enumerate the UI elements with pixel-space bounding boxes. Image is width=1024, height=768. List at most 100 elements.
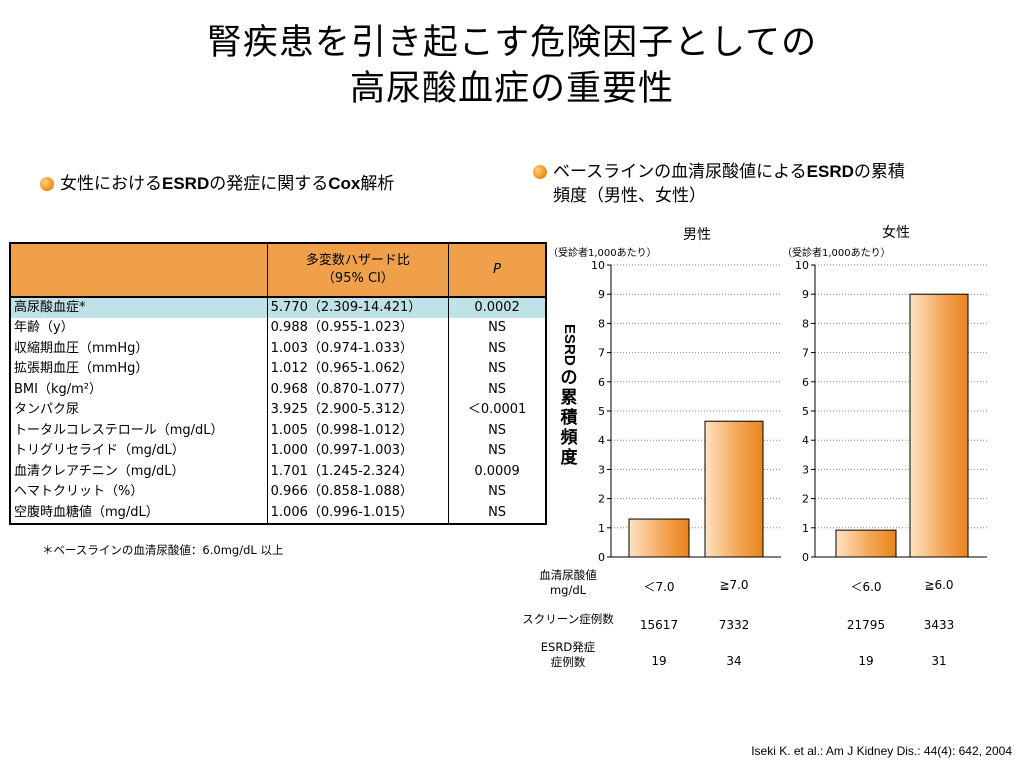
right-heading: ベースラインの血清尿酸値によるESRDの累積 頻度（男性、女性）: [533, 160, 905, 208]
slide-title-line1: 腎疾患を引き起こす危険因子としての: [206, 23, 818, 63]
unit-note-male: （受診者1,000あたり）: [548, 248, 657, 259]
category-label: ≧6.0: [924, 578, 954, 592]
y-tick-label: 5: [598, 405, 605, 418]
row-label: ヘマトクリット（%）: [10, 482, 268, 503]
row-label: 空腹時血糖値（mg/dL）: [10, 502, 268, 524]
table-row: BMI（kg/m²） 0.968（0.870-1.077） NS: [10, 379, 546, 400]
row-label-esrd: ESRD発症 症例数: [540, 640, 596, 669]
row-label: 高尿酸血症*: [10, 296, 268, 318]
esrd-count: 31: [931, 654, 947, 668]
y-tick-label: 8: [802, 317, 809, 330]
row-p-value: NS: [488, 381, 507, 397]
row-hazard-ratio: 1.003（0.974-1.033）: [267, 338, 450, 359]
row-label: 年齢（y）: [10, 318, 268, 339]
left-heading-text: 女性におけるESRDの発症に関するCox解析: [60, 174, 395, 194]
row-p-value: 0.0002: [448, 296, 546, 318]
bar: [835, 529, 897, 558]
chart-title-female: 女性: [882, 225, 910, 241]
row-hazard-ratio: 5.770（2.309-14.421）: [267, 296, 450, 318]
table-row: 年齢（y） 0.988（0.955-1.023） NS: [10, 318, 546, 339]
hazard-ratio-table: 多変数ハザード比 （95% CI） P 高尿酸血症* 5.770（2.309-14.…: [9, 242, 547, 525]
y-tick-label: 5: [802, 405, 809, 418]
table-row: 収縮期血圧（mmHg） 1.003（0.974-1.033） NS: [10, 338, 546, 359]
bar: [704, 420, 764, 558]
category-label: ≧7.0: [719, 578, 749, 592]
row-p-value: ＜0.0001: [467, 402, 527, 418]
y-tick-label: 10: [591, 259, 605, 272]
slide-title: 腎疾患を引き起こす危険因子としての 高尿酸血症の重要性: [0, 20, 1024, 112]
row-hazard-ratio: 1.000（0.997-1.003）: [267, 441, 450, 462]
table-header-p: P: [448, 242, 547, 298]
y-tick-label: 4: [598, 434, 605, 447]
category-label: ＜7.0: [643, 580, 675, 594]
bullet-icon: [533, 165, 547, 179]
y-tick-label: 10: [795, 259, 809, 272]
row-p-value: NS: [488, 443, 507, 459]
y-axis-label: ESRD の累積頻度: [560, 324, 579, 468]
left-heading: 女性におけるESRDの発症に関するCox解析: [40, 172, 394, 196]
row-p-value: NS: [488, 361, 507, 377]
row-p-value: NS: [488, 320, 507, 336]
row-hazard-ratio: 3.925（2.900-5.312）: [267, 400, 450, 421]
row-hazard-ratio: 0.966（0.858-1.088）: [267, 482, 450, 503]
y-tick-label: 8: [598, 317, 605, 330]
y-tick-label: 6: [598, 376, 605, 389]
row-label: トータルコレステロール（mg/dL）: [10, 420, 268, 441]
row-label-screened: スクリーン症例数: [522, 612, 614, 626]
row-label: BMI（kg/m²）: [10, 379, 268, 400]
row-label: タンパク尿: [10, 400, 268, 421]
row-p-value: 0.0009: [474, 463, 520, 479]
row-p-value: NS: [488, 504, 507, 520]
y-tick-label: 3: [598, 463, 605, 476]
y-tick-label: 4: [802, 434, 809, 447]
y-tick-label: 9: [802, 288, 809, 301]
bar: [909, 293, 969, 558]
table-row: 血清クレアチニン（mg/dL） 1.701（1.245-2.324） 0.0009: [10, 461, 546, 482]
row-hazard-ratio: 1.012（0.965-1.062）: [267, 359, 450, 380]
y-tick-label: 0: [598, 551, 605, 564]
row-hazard-ratio: 1.701（1.245-2.324）: [267, 461, 450, 482]
y-tick-label: 7: [802, 347, 809, 360]
y-tick-label: 1: [598, 522, 605, 535]
table-row: 空腹時血糖値（mg/dL） 1.006（0.996-1.015） NS: [10, 502, 546, 524]
screened-count: 15617: [639, 618, 679, 632]
screened-count: 3433: [923, 618, 955, 632]
row-p-value: NS: [488, 484, 507, 500]
y-tick-label: 0: [802, 551, 809, 564]
y-tick-label: 2: [598, 493, 605, 506]
row-p-value: NS: [488, 340, 507, 356]
table-header-hr: 多変数ハザード比 （95% CI）: [266, 242, 450, 298]
esrd-count: 19: [858, 654, 874, 668]
screened-count: 7332: [718, 618, 750, 632]
row-label: 拡張期血圧（mmHg）: [10, 359, 268, 380]
table-row: トリグリセライド（mg/dL） 1.000（0.997-1.003） NS: [10, 441, 546, 462]
citation: Iseki K. et al.: Am J Kidney Dis.: 44(4)…: [751, 744, 1012, 758]
esrd-count: 19: [651, 654, 667, 668]
table-row: 高尿酸血症* 5.770（2.309-14.421） 0.0002: [10, 296, 546, 318]
row-p-value: NS: [488, 422, 507, 438]
footnote: ＊ベースラインの血清尿酸値：6.0mg/dL 以上: [42, 543, 284, 557]
row-hazard-ratio: 1.006（0.996-1.015）: [267, 502, 450, 524]
row-label-uric: 血清尿酸値 mg/dL: [539, 568, 597, 597]
esrd-count: 34: [726, 654, 742, 668]
y-tick-label: 6: [802, 376, 809, 389]
row-hazard-ratio: 0.968（0.870-1.077）: [267, 379, 450, 400]
screened-count: 21795: [846, 618, 886, 632]
row-label: トリグリセライド（mg/dL）: [10, 441, 268, 462]
bar: [628, 518, 690, 558]
table-row: トータルコレステロール（mg/dL） 1.005（0.998-1.012） NS: [10, 420, 546, 441]
row-hazard-ratio: 0.988（0.955-1.023）: [267, 318, 450, 339]
row-label: 血清クレアチニン（mg/dL）: [10, 461, 268, 482]
y-tick-label: 3: [802, 463, 809, 476]
y-tick-label: 2: [802, 493, 809, 506]
y-tick-label: 7: [598, 347, 605, 360]
y-tick-label: 9: [598, 288, 605, 301]
table-row: ヘマトクリット（%） 0.966（0.858-1.088） NS: [10, 482, 546, 503]
table-header-blank: [9, 242, 268, 298]
category-label: ＜6.0: [850, 580, 882, 594]
row-hazard-ratio: 1.005（0.998-1.012）: [267, 420, 450, 441]
chart-title-male: 男性: [683, 227, 711, 243]
row-label: 収縮期血圧（mmHg）: [10, 338, 268, 359]
unit-note-female: （受診者1,000あたり）: [782, 248, 891, 259]
